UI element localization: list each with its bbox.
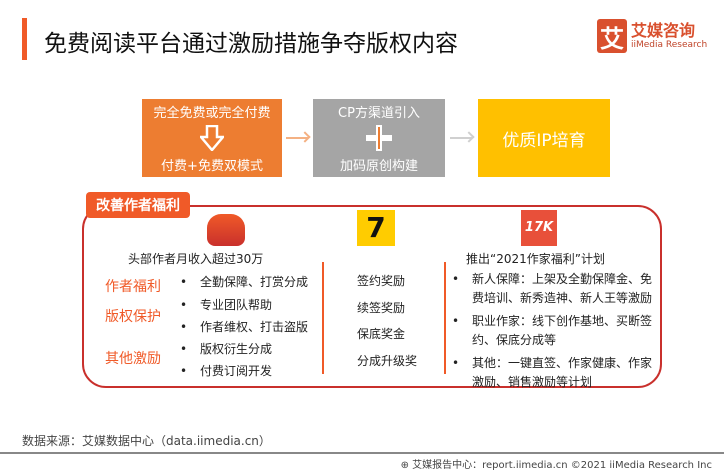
author-welfare-panel	[82, 205, 662, 388]
col3-headline: 推出“2021作家福利”计划	[466, 252, 605, 266]
title-accent-bar	[22, 18, 27, 60]
group-list: 全勤保障、打赏分成	[180, 271, 308, 293]
panel-tag: 改善作者福利	[86, 192, 190, 218]
page-title: 免费阅读平台通过激励措施争夺版权内容	[44, 31, 458, 57]
flow-box-label: 优质IP培育	[502, 130, 586, 151]
logo-cn: 艾媒咨询	[631, 20, 696, 40]
flow-box-bottom-text: 付费+免费双模式	[161, 159, 263, 174]
list-item: 付费订阅开发	[180, 360, 272, 382]
footer-credit: ⊕ 艾媒报告中心：report.iimedia.cn ©2021 iiMedia…	[401, 456, 712, 471]
list-item: 其他：一键直签、作家健康、作家激励、销售激励等计划	[452, 354, 652, 392]
list-item: 职业作家：线下创作基地、买断签约、保底分成等	[452, 312, 652, 350]
arrow-right-icon	[450, 137, 472, 139]
column-divider	[322, 262, 324, 374]
col2-item: 分成升级奖	[357, 354, 418, 368]
flow-box-ip: 优质IP培育	[478, 99, 610, 177]
flow-box-cp-channel: CP方渠道引入 加码原创构建	[313, 99, 445, 177]
list-item: 全勤保障、打赏分成	[180, 271, 308, 293]
group-list: 专业团队帮助作者维权、打击盗版	[180, 294, 308, 338]
group-list: 版权衍生分成付费订阅开发	[180, 338, 272, 382]
globe-icon: ⊕	[400, 460, 413, 471]
col3-list: 新人保障：上架及全勤保障金、免费培训、新秀造神、新人王等激励 职业作家：线下创作…	[452, 270, 652, 392]
logo-mark: 艾	[597, 19, 627, 53]
arrow-right-icon	[286, 137, 308, 139]
17k-logo-icon: 17K	[521, 210, 557, 246]
list-item: 版权衍生分成	[180, 338, 272, 360]
col1-headline: 头部作者月收入超过30万	[128, 252, 264, 266]
flow-box-top-text: 完全免费或完全付费	[153, 106, 271, 121]
qimao-logo-icon: 7	[357, 210, 395, 246]
down-arrow-icon	[200, 125, 224, 151]
list-item: 专业团队帮助	[180, 294, 308, 316]
group-label: 其他激励	[105, 351, 161, 367]
footer-divider	[0, 452, 724, 454]
col2-item: 签约奖励	[357, 274, 406, 288]
iimedia-logo: 艾 艾媒咨询 iiMedia Research	[597, 19, 707, 53]
group-label: 作者福利	[105, 279, 161, 295]
flow-box-bottom-text: 加码原创构建	[339, 159, 418, 174]
flow-box-top-text: CP方渠道引入	[338, 106, 420, 121]
col2-item: 保底奖金	[357, 327, 406, 341]
group-label: 版权保护	[105, 309, 161, 325]
flow-box-pay-model: 完全免费或完全付费 付费+免费双模式	[142, 99, 282, 177]
logo-en: iiMedia Research	[631, 39, 708, 50]
list-item: 作者维权、打击盗版	[180, 316, 308, 338]
list-item: 新人保障：上架及全勤保障金、免费培训、新秀造神、新人王等激励	[452, 270, 652, 308]
footer-text: 艾媒报告中心：report.iimedia.cn ©2021 iiMedia R…	[412, 460, 712, 471]
col2-item: 续签奖励	[357, 301, 406, 315]
column-divider	[444, 262, 446, 374]
tomato-novel-logo-icon	[207, 214, 245, 246]
plus-icon	[366, 125, 392, 151]
data-source: 数据来源：艾媒数据中心（data.iimedia.cn）	[22, 434, 271, 448]
